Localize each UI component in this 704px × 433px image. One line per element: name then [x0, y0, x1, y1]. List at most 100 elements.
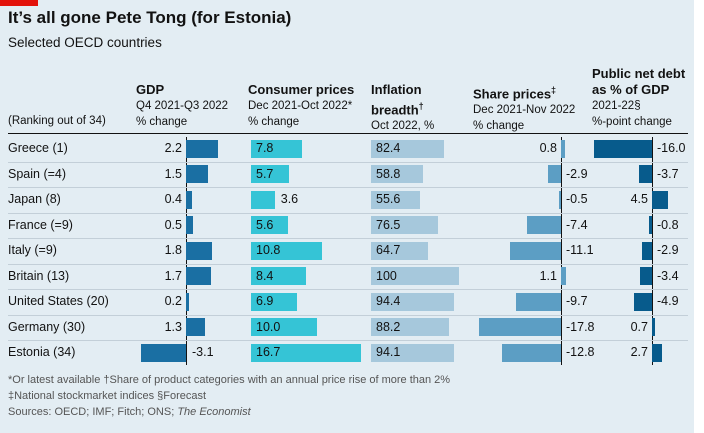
header-share-title: Share prices‡: [473, 85, 557, 102]
inflation-breadth-bar: [371, 343, 454, 362]
gdp-bar: [186, 292, 189, 311]
header-share-prices: Share prices‡ Dec 2021-Nov 2022 % change: [473, 82, 575, 134]
share-prices-value: 0.8: [539, 141, 557, 155]
inflation-breadth-value: 94.1: [376, 345, 401, 359]
consumer-prices-value: 7.8: [256, 141, 274, 155]
header-breadth-title: Inflation: [371, 82, 422, 97]
row-divider: [8, 212, 688, 214]
header-cpi-title: Consumer prices: [248, 82, 355, 97]
inflation-breadth-bar: [371, 292, 455, 311]
gdp-value: 0.4: [164, 192, 182, 206]
gdp-bar: [186, 190, 192, 209]
header-cpi-unit: % change: [248, 116, 300, 128]
share-prices-value: -2.9: [566, 166, 588, 181]
header-debt-title: Public net debt: [592, 66, 686, 81]
share-prices-bar: [502, 343, 561, 362]
consumer-prices-value: 8.4: [256, 268, 274, 283]
header-gdp: GDP Q4 2021-Q3 2022 % change: [136, 82, 228, 130]
consumer-prices-bar: [251, 267, 307, 286]
inflation-breadth-value: 64.7: [376, 243, 401, 257]
row-divider: [8, 263, 688, 265]
gdp-value: 0.2: [164, 294, 182, 308]
consumer-prices-bar: [251, 139, 303, 158]
header-share-period: Dec 2021-Nov 2022: [473, 104, 576, 117]
consumer-prices-bar: [251, 318, 317, 337]
header-share-unit: % change: [473, 120, 525, 133]
gdp-bar: [186, 318, 205, 337]
header-inflation-breadth: Inflation breadth† Oct 2022, %: [371, 82, 434, 134]
row-divider: [8, 314, 688, 316]
country-label: United States (20): [8, 294, 109, 308]
share-prices-bar: [561, 267, 567, 286]
public-debt-value: -16.0: [657, 141, 686, 155]
inflation-breadth-value: 94.4: [376, 294, 401, 308]
inflation-breadth-value: 88.2: [376, 319, 401, 334]
public-debt-value: -3.4: [657, 268, 679, 283]
inflation-breadth-value: 76.5: [376, 217, 401, 232]
country-label: Greece (1): [8, 141, 68, 155]
share-prices-value: -7.4: [566, 217, 588, 232]
debt-zero-axis: [652, 137, 653, 365]
inflation-breadth-bar: [371, 190, 420, 209]
gdp-bar: [186, 139, 218, 158]
public-debt-bar: [649, 216, 652, 235]
footnote-line-2: ‡National stockmarket indices §Forecast: [8, 390, 207, 402]
header-breadth-title-2: breadth†: [371, 101, 424, 118]
consumer-prices-value: 3.6: [280, 192, 299, 206]
public-debt-bar: [652, 318, 655, 337]
header-cpi-period: Dec 2021-Oct 2022*: [248, 100, 353, 112]
header-rule: [8, 133, 688, 134]
public-debt-bar: [638, 165, 652, 184]
country-label: Germany (30): [8, 319, 86, 334]
consumer-prices-bar: [251, 343, 362, 362]
public-debt-value: -4.9: [657, 294, 679, 308]
share-prices-bar: [509, 241, 561, 260]
share-prices-value: -0.5: [566, 192, 588, 206]
gdp-bar: [186, 216, 194, 235]
public-debt-bar: [652, 343, 662, 362]
country-label: Japan (8): [8, 192, 61, 206]
row-divider: [8, 187, 688, 188]
header-gdp-title: GDP: [136, 82, 165, 97]
gdp-bar: [141, 343, 186, 362]
row-divider: [8, 238, 688, 239]
public-debt-bar: [641, 241, 652, 260]
consumer-prices-value: 5.6: [256, 217, 274, 232]
sources-line: Sources: OECD; IMF; Fitch; ONS; The Econ…: [8, 406, 251, 418]
share-prices-bar: [516, 292, 561, 311]
gdp-bar: [186, 267, 211, 286]
row-divider: [8, 161, 688, 163]
share-prices-bar: [561, 139, 565, 158]
public-debt-value: 2.7: [630, 345, 648, 359]
share-prices-bar: [479, 318, 561, 337]
header-debt-title-2: as % of GDP: [592, 82, 670, 97]
row-divider: [8, 340, 688, 341]
share-zero-axis: [561, 137, 562, 365]
gdp-value: -3.1: [192, 345, 214, 359]
inflation-breadth-bar: [371, 139, 444, 158]
gdp-bar: [186, 241, 213, 260]
share-prices-bar: [558, 190, 561, 209]
header-public-debt: Public net debt as % of GDP 2021-22§ %-p…: [592, 66, 685, 130]
inflation-breadth-bar: [371, 165, 423, 184]
share-prices-bar: [547, 165, 561, 184]
footnote-mark-dagger: †: [418, 101, 424, 111]
consumer-prices-value: 16.7: [256, 345, 281, 359]
inflation-breadth-value: 100: [376, 268, 397, 283]
consumer-prices-bar: [251, 216, 288, 235]
consumer-prices-bar: [251, 165, 289, 184]
chart-subtitle: Selected OECD countries: [8, 35, 162, 50]
header-gdp-period: Q4 2021-Q3 2022: [136, 100, 229, 112]
consumer-prices-value: 10.0: [256, 319, 281, 334]
inflation-breadth-value: 55.6: [376, 192, 401, 206]
chart-title: It’s all gone Pete Tong (for Estonia): [8, 8, 292, 27]
gdp-value: 1.5: [164, 166, 182, 181]
consumer-prices-bar: [251, 241, 323, 260]
country-label: Estonia (34): [8, 345, 76, 359]
inflation-breadth-bar: [371, 241, 428, 260]
country-label: Britain (13): [8, 268, 70, 283]
public-debt-bar: [634, 292, 652, 311]
gdp-value: 1.3: [164, 319, 182, 334]
share-prices-value: -9.7: [566, 294, 588, 308]
